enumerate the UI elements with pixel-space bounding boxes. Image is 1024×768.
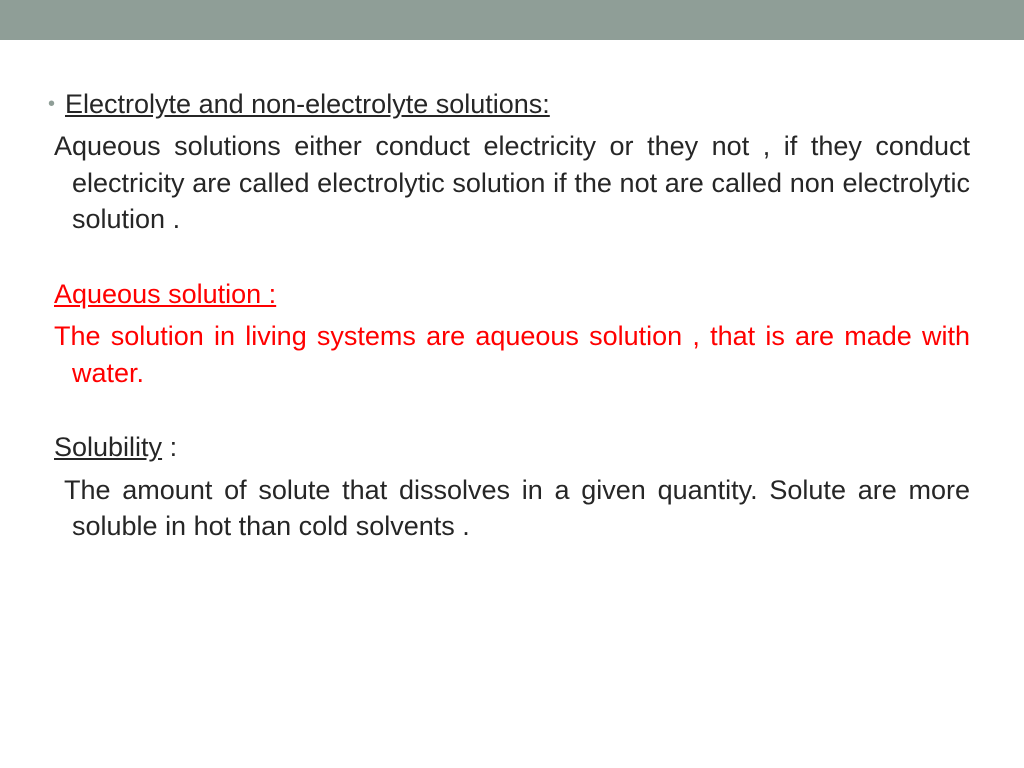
heading-solubility: Solubility : <box>54 429 970 465</box>
bullet-icon: • <box>48 86 55 122</box>
slide-content: • Electrolyte and non-electrolyte soluti… <box>0 40 1024 544</box>
heading-aqueous-text: Aqueous solution : <box>54 279 276 309</box>
heading-solubility-word: Solubility <box>54 432 162 462</box>
heading-aqueous: Aqueous solution : <box>54 276 970 312</box>
top-bar <box>0 0 1024 40</box>
heading-solubility-tail: : <box>162 432 177 462</box>
gap <box>54 242 970 276</box>
body-aqueous: The solution in living systems are aqueo… <box>54 318 970 391</box>
body-electrolyte: Aqueous solutions either conduct electri… <box>54 128 970 237</box>
gap <box>54 395 970 429</box>
body-solubility: The amount of solute that dissolves in a… <box>54 472 970 545</box>
bullet-row-electrolyte: • Electrolyte and non-electrolyte soluti… <box>54 86 970 122</box>
heading-electrolyte: Electrolyte and non-electrolyte solution… <box>65 86 550 122</box>
